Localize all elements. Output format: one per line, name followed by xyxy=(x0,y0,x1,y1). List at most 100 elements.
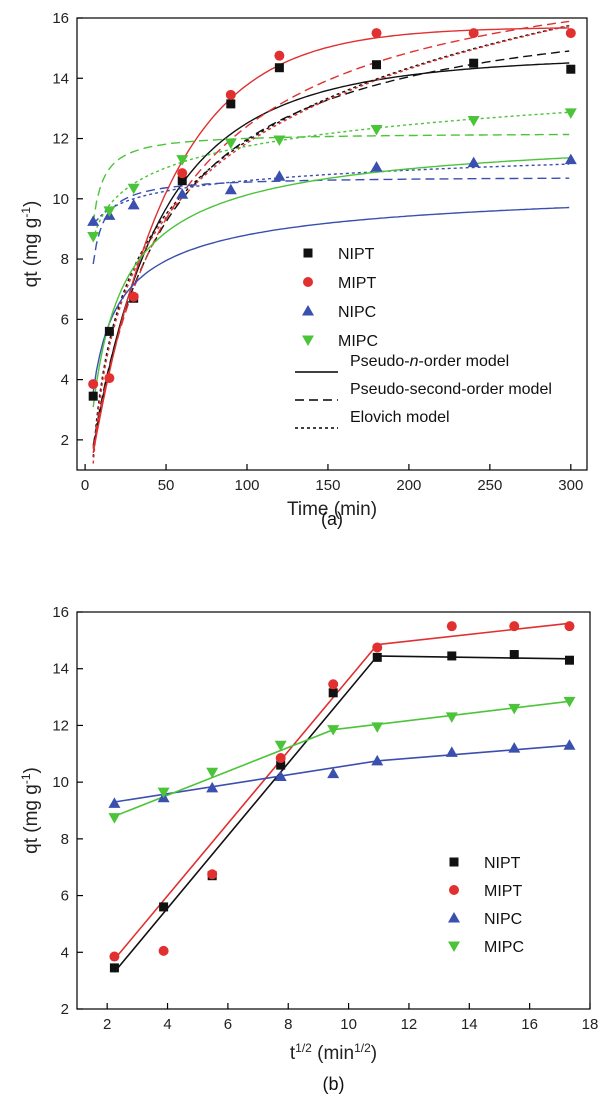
point-nipt xyxy=(469,58,479,68)
point-nipt xyxy=(372,60,382,70)
point-mipc xyxy=(563,696,576,708)
point-mipt xyxy=(372,642,383,653)
point-mipc xyxy=(508,703,521,715)
point-mipc xyxy=(371,722,384,733)
point-nipt xyxy=(372,652,382,662)
x-tick-label: 50 xyxy=(158,477,175,494)
point-mipt xyxy=(509,621,520,632)
point-nipc xyxy=(224,183,237,195)
legend-marker-nipc xyxy=(448,912,460,923)
fit-pno-nipt xyxy=(92,62,570,449)
point-mipc xyxy=(445,712,458,723)
fit-elovich-mipt xyxy=(92,25,570,464)
point-mipt xyxy=(207,869,218,880)
legend-label: MIPT xyxy=(484,883,522,900)
x-tick-label: 200 xyxy=(396,477,421,494)
point-mipt xyxy=(128,291,139,302)
point-mipt xyxy=(274,50,285,61)
point-nipc xyxy=(564,153,577,165)
x-tick-label: 300 xyxy=(558,477,583,494)
plot-frame xyxy=(76,17,588,471)
point-nipt xyxy=(159,902,169,912)
legend-marker-nipc xyxy=(302,305,314,316)
legend-marker-mipc xyxy=(302,335,314,346)
x-tick-label: 18 xyxy=(582,1016,599,1033)
fit-pno-mipc xyxy=(92,157,570,408)
plot-frame xyxy=(76,611,591,1010)
chart-a: 0 50 100 150 200 250 300 2 4 6 8 10 12 14 16 Time (min)… xyxy=(19,10,588,529)
point-mipc xyxy=(224,138,237,150)
chart-b: 2 4 6 8 10 12 14 16 18 2 4 6 8 10 12 14 16 t1/2 (min1/2) q… xyxy=(19,604,598,1094)
legend-label: NIPC xyxy=(338,304,376,321)
x-axis-label: t1/2 (min1/2) xyxy=(290,1041,377,1064)
point-mipc xyxy=(176,155,189,166)
point-nipc xyxy=(508,742,521,753)
y-tick-label: 14 xyxy=(52,70,69,87)
x-tick-label: 250 xyxy=(477,477,502,494)
point-nipt xyxy=(328,688,338,698)
point-nipc xyxy=(467,156,480,168)
y-axis-label: qt (mg g-1) xyxy=(19,201,42,288)
point-nipt xyxy=(509,650,519,660)
point-nipt xyxy=(88,391,98,401)
panel-label: (a) xyxy=(321,509,343,529)
point-nipc xyxy=(370,161,383,172)
fit-line-mipc xyxy=(114,700,570,817)
point-nipc xyxy=(563,739,576,750)
point-mipt xyxy=(328,679,339,690)
fit-pso-nipt xyxy=(92,50,570,446)
point-nipt xyxy=(109,963,119,973)
point-nipc xyxy=(87,215,100,226)
legend-marker-nipt xyxy=(449,857,459,867)
y-tick-label: 10 xyxy=(52,191,69,208)
legend-label: MIPC xyxy=(338,333,378,350)
point-nipc xyxy=(206,781,219,793)
y-tick-label: 8 xyxy=(61,251,69,268)
point-mipc xyxy=(206,767,219,779)
fit-line-nipc xyxy=(114,744,570,803)
point-mipt xyxy=(158,945,169,956)
point-nipt xyxy=(274,63,284,73)
point-nipt xyxy=(564,655,574,665)
fit-elovich-nipt xyxy=(92,24,570,458)
point-mipt xyxy=(88,379,99,390)
y-tick-label: 6 xyxy=(61,311,69,328)
point-nipt xyxy=(177,176,187,186)
y-tick-label: 10 xyxy=(52,774,69,791)
x-tick-label: 4 xyxy=(163,1016,171,1033)
x-tick-label: 10 xyxy=(340,1016,357,1033)
point-nipt xyxy=(226,99,236,109)
legend-model-label: Pseudo-second-order model xyxy=(350,381,552,398)
legend-marker-mipt xyxy=(303,277,313,287)
point-mipc xyxy=(87,231,100,243)
point-mipt xyxy=(565,28,576,39)
point-nipc xyxy=(445,746,458,757)
legend-label: MIPC xyxy=(484,939,524,956)
point-nipc xyxy=(274,770,287,781)
y-tick-label: 2 xyxy=(61,432,69,449)
point-mipt xyxy=(225,89,236,100)
legend-marker-nipt xyxy=(303,248,313,258)
point-mipc xyxy=(327,725,340,736)
x-tick-label: 150 xyxy=(315,477,340,494)
point-mipc xyxy=(157,787,170,799)
x-tick-label: 0 xyxy=(81,477,89,494)
y-tick-label: 4 xyxy=(61,372,69,389)
point-nipc xyxy=(108,797,121,808)
point-mipc xyxy=(273,135,286,147)
point-mipt xyxy=(468,28,479,39)
y-axis-label: qt (mg g-1) xyxy=(19,767,42,854)
point-mipt xyxy=(275,753,286,764)
y-tick-label: 16 xyxy=(52,604,69,621)
x-tick-label: 14 xyxy=(461,1016,478,1033)
point-nipc xyxy=(327,767,340,779)
y-tick-label: 16 xyxy=(52,10,69,27)
y-tick-label: 2 xyxy=(61,1001,69,1018)
x-tick-label: 2 xyxy=(103,1016,111,1033)
legend-label: NIPT xyxy=(484,855,521,872)
point-mipt xyxy=(446,621,457,632)
point-mipc xyxy=(103,206,116,217)
panel-label: (b) xyxy=(323,1074,345,1094)
y-tick-label: 12 xyxy=(52,131,69,148)
y-tick-label: 4 xyxy=(61,944,69,961)
